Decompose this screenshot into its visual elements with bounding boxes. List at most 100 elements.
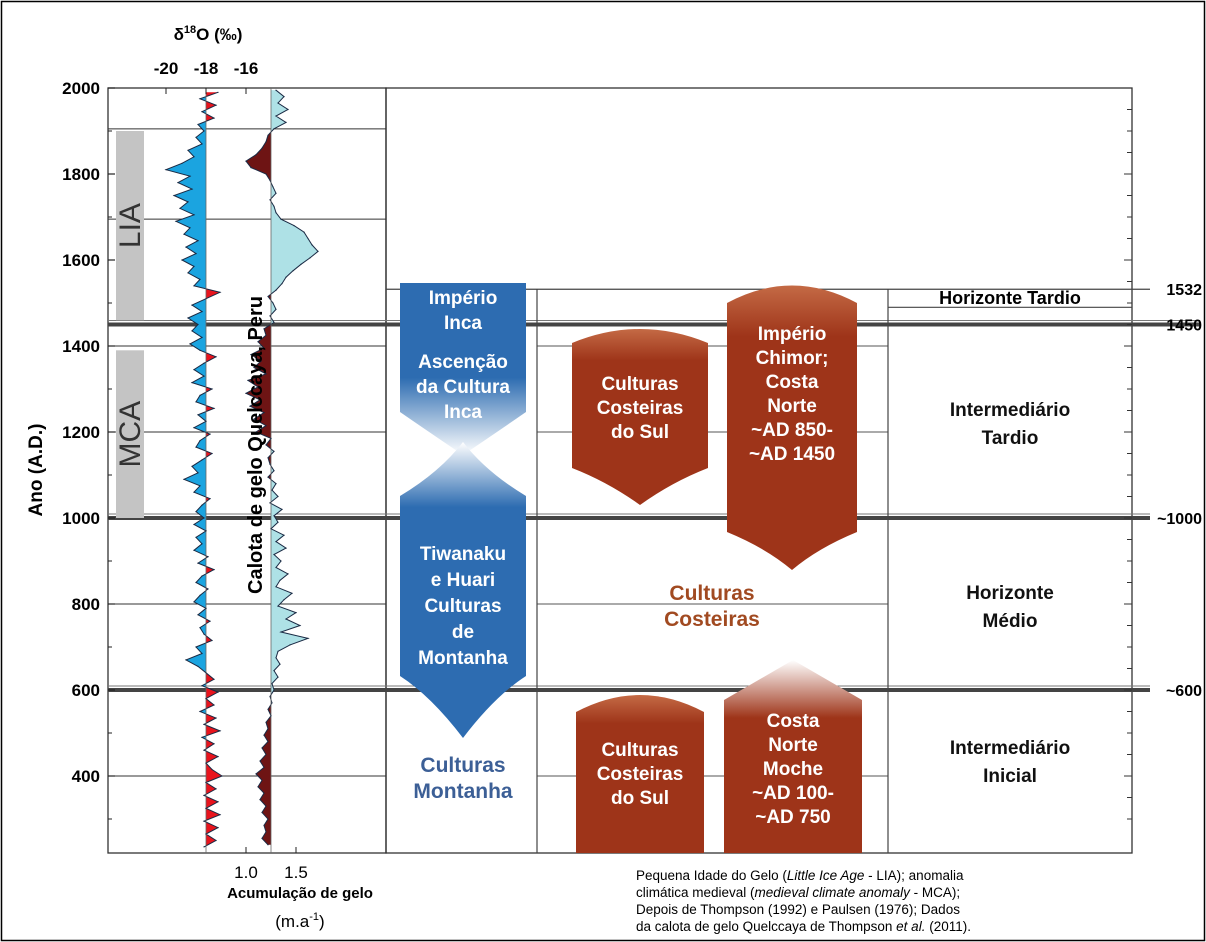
accumulation-point (265, 141, 267, 143)
accumulation-point (270, 528, 272, 530)
boundary-year-label: ~1000 (1157, 511, 1202, 528)
period-bar (116, 350, 144, 518)
d18o-point (213, 569, 215, 571)
accumulation-point (261, 779, 263, 781)
d18o-point (201, 336, 203, 338)
inca-rise-label: da Cultura (416, 377, 510, 398)
d18o-point (205, 420, 207, 422)
south-coastal-upper-band (572, 329, 708, 505)
d18o-point (201, 504, 203, 506)
accumulation-point (260, 360, 262, 362)
accumulation-point (255, 773, 257, 775)
d18o-point (197, 123, 199, 126)
d18o-point (187, 272, 189, 274)
accumulation-point (272, 302, 274, 304)
accumulation-point (307, 637, 309, 640)
accumulation-point (292, 270, 294, 272)
d18o-point (213, 407, 215, 409)
core-label: Calota de gelo Quelccaya, Peru (245, 296, 267, 594)
accumulation-point (273, 470, 275, 472)
mountain-cultures-label: Culturas (420, 754, 505, 777)
accumulation-point (293, 225, 295, 227)
accumulation-point (299, 624, 301, 627)
accumulation-point (273, 515, 275, 517)
accumulation-point (273, 670, 275, 672)
accumulation-point (287, 573, 289, 575)
tiwanaku-label: de (452, 622, 474, 643)
d18o-point (193, 427, 195, 429)
accumulation-point (277, 650, 279, 652)
d18o-point (201, 575, 203, 577)
accumulation-point (265, 721, 267, 723)
accumulation-point (271, 682, 273, 685)
d18o-point (187, 201, 189, 203)
d18o-point (193, 549, 195, 551)
accumulation-point (245, 392, 247, 394)
accumulation-point (255, 431, 257, 433)
d18o-point (215, 104, 217, 106)
tiwanaku-label: Tiwanaku (420, 544, 506, 565)
inca-band (400, 283, 526, 455)
accumulation-point (300, 263, 302, 265)
chimor-band (727, 285, 857, 570)
d18o-point (193, 156, 195, 158)
coastal-cultures-label: Culturas (669, 582, 754, 605)
accumulation-point (285, 276, 287, 278)
accumulation-point (267, 134, 269, 136)
accumulation-point (265, 373, 267, 375)
south-coastal-upper-label: Costeiras (597, 398, 684, 419)
accumulation-point (253, 418, 255, 420)
d18o-point (201, 736, 203, 738)
d18o-point (191, 188, 193, 190)
d18o-point (205, 698, 207, 700)
tiwanaku-label: Montanha (418, 648, 508, 669)
y-tick-label: 1000 (62, 509, 100, 528)
accumulation-point (277, 521, 279, 523)
d18o-point (211, 639, 213, 642)
y-tick-label: 1800 (62, 165, 100, 184)
d18o-point (197, 665, 199, 668)
d18o-point (191, 330, 193, 332)
y-tick-label: 400 (72, 767, 100, 786)
d18o-point (199, 594, 201, 597)
d18o-point (187, 149, 189, 151)
d18o-point (193, 285, 195, 287)
d18o-point (203, 130, 205, 132)
accumulation-point (265, 805, 267, 807)
accumulation-point (261, 811, 263, 814)
d18o-point (203, 794, 205, 797)
d18o-point (179, 207, 181, 209)
late-intermediate-label: Tardio (982, 428, 1039, 449)
south-coastal-lower-band (576, 695, 704, 853)
accumulation-point (283, 96, 285, 98)
d18o-point (205, 607, 207, 609)
d18o-point (197, 472, 199, 474)
d18o-point (189, 175, 191, 177)
chimor-label: Império (758, 324, 827, 345)
d18o-point (191, 382, 193, 384)
accumulation-point (269, 179, 271, 181)
accumulation-point (249, 405, 251, 407)
accumulation-point (275, 308, 277, 310)
d18o-point (203, 517, 205, 519)
accumulation-point (267, 728, 269, 730)
chimor-label: Chimor; (756, 348, 829, 369)
d18o-point (205, 762, 207, 764)
accumulation-point (285, 547, 287, 549)
accumulation-point (270, 715, 272, 717)
tiwanaku-band (400, 442, 526, 738)
culture-bands: Império Inca Ascenção da Cultura Inca Tiwanak… (400, 283, 1081, 853)
accumulation-point (275, 212, 277, 214)
accumulation-point (267, 708, 269, 711)
early-intermediate-label: Inicial (983, 766, 1037, 787)
d18o-point (215, 788, 217, 790)
d18o-point (189, 343, 191, 345)
d18o-point (165, 169, 167, 171)
accumulation-point (267, 818, 269, 820)
d18o-point (199, 485, 201, 487)
d18o-point (199, 710, 201, 713)
y-tick-label: 800 (72, 595, 100, 614)
accumulation-unit: (m.a-1) (275, 911, 324, 931)
d18o-point (219, 291, 221, 293)
